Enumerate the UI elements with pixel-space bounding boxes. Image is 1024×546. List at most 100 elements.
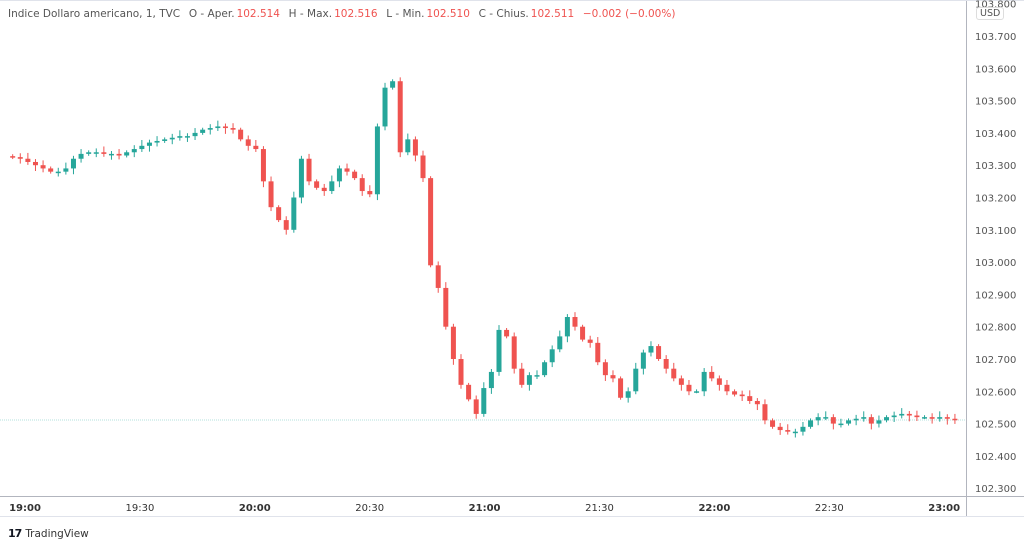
open-label: O - Aper.	[188, 8, 235, 20]
price-tick-label: 103.200	[975, 194, 1016, 205]
currency-badge[interactable]: USD	[976, 7, 1005, 20]
change-value: −0.002 (−0.00%)	[582, 8, 676, 20]
candle-down	[777, 426, 783, 431]
candle-up	[124, 152, 130, 156]
candle-up	[169, 137, 175, 140]
candle-up	[192, 132, 198, 137]
candle-down	[344, 168, 350, 172]
price-tick-label: 102.600	[975, 387, 1016, 398]
candle-down	[754, 400, 760, 405]
price-tick-label: 102.700	[975, 355, 1016, 366]
high-label: H - Max.	[288, 8, 333, 20]
candle-up	[823, 417, 829, 419]
candle-up	[625, 391, 631, 398]
candle-up	[800, 426, 806, 432]
candle-up	[154, 140, 160, 143]
low-label: L - Min.	[386, 8, 425, 20]
candle-up	[336, 168, 342, 182]
candle-down	[230, 128, 236, 130]
candle-down	[17, 157, 23, 159]
candle-down	[473, 399, 479, 414]
candle-down	[10, 156, 16, 158]
candle-up	[108, 153, 114, 156]
candle-up	[542, 362, 548, 376]
price-tick-label: 102.500	[975, 420, 1016, 431]
candle-down	[709, 371, 715, 379]
price-tick-label: 103.500	[975, 97, 1016, 108]
price-tick-label: 103.000	[975, 258, 1016, 269]
time-tick-label: 20:30	[355, 503, 384, 514]
candle-up	[557, 336, 563, 350]
candle-down	[435, 265, 441, 288]
candle-up	[633, 368, 639, 392]
candle-down	[283, 220, 289, 230]
candle-down	[618, 378, 624, 398]
candle-down	[929, 417, 935, 419]
symbol-name: Indice Dollaro americano, 1, TVC	[8, 8, 181, 20]
symbol-legend: Indice Dollaro americano, 1, TVC O - Ape…	[8, 8, 677, 20]
time-tick-label: 20:00	[239, 503, 271, 514]
candle-down	[785, 430, 791, 432]
candle-up	[70, 158, 76, 169]
time-tick-label: 22:00	[698, 503, 730, 514]
candle-down	[572, 317, 578, 327]
candle-down	[724, 384, 730, 392]
candle-up	[534, 375, 540, 377]
price-tick-label: 103.800	[975, 0, 1016, 11]
candle-up	[329, 181, 335, 192]
tradingview-logo-icon: 17	[8, 527, 22, 540]
price-tick-label: 103.300	[975, 161, 1016, 172]
candle-up	[564, 317, 570, 337]
candle-up	[815, 417, 821, 421]
time-tick-label: 19:30	[125, 503, 154, 514]
candle-up	[846, 420, 852, 424]
candle-down	[678, 378, 684, 385]
candle-down	[222, 126, 228, 129]
candle-up	[648, 346, 654, 353]
candle-down	[116, 153, 122, 156]
candle-up	[937, 417, 943, 419]
candle-down	[420, 155, 426, 179]
candle-down	[504, 329, 510, 337]
candle-down	[245, 139, 251, 146]
candle-down	[32, 161, 38, 166]
candle-down	[276, 207, 282, 221]
candle-up	[640, 352, 646, 369]
candle-down	[511, 336, 517, 369]
candle-down	[739, 394, 745, 397]
candle-down	[602, 362, 608, 376]
candle-down	[580, 326, 586, 340]
candle-down	[830, 417, 836, 424]
candle-down	[944, 417, 950, 419]
candle-up	[861, 417, 867, 419]
candle-up	[291, 197, 297, 230]
close-value: 102.511	[530, 8, 575, 20]
candle-up	[884, 417, 890, 421]
candle-down	[397, 81, 403, 153]
candle-up	[405, 139, 411, 153]
candle-up	[55, 171, 61, 174]
candle-down	[238, 129, 244, 140]
candle-up	[701, 371, 707, 392]
candle-down	[367, 191, 373, 195]
candle-down	[747, 396, 753, 401]
candle-up	[488, 371, 494, 389]
tradingview-brand[interactable]: 17 TradingView	[8, 527, 89, 540]
candle-up	[838, 423, 844, 426]
price-axis[interactable]: 103.800 103.700 103.600 103.500 103.400 103.3…	[975, 0, 1016, 495]
candle-up	[184, 136, 190, 138]
candle-up	[526, 375, 532, 385]
candle-down	[587, 339, 593, 343]
candle-down	[671, 368, 677, 379]
candle-down	[595, 342, 601, 363]
candle-down	[656, 346, 662, 359]
candle-down	[306, 158, 312, 182]
candle-up	[922, 417, 928, 419]
time-axis[interactable]: 19:00 19:30 20:00 20:30 21:00 21:30 22:00 22:30…	[9, 503, 960, 514]
candle-up	[162, 139, 168, 141]
candle-up	[200, 129, 206, 133]
candle-down	[716, 378, 722, 385]
time-tick-label: 19:00	[9, 503, 41, 514]
